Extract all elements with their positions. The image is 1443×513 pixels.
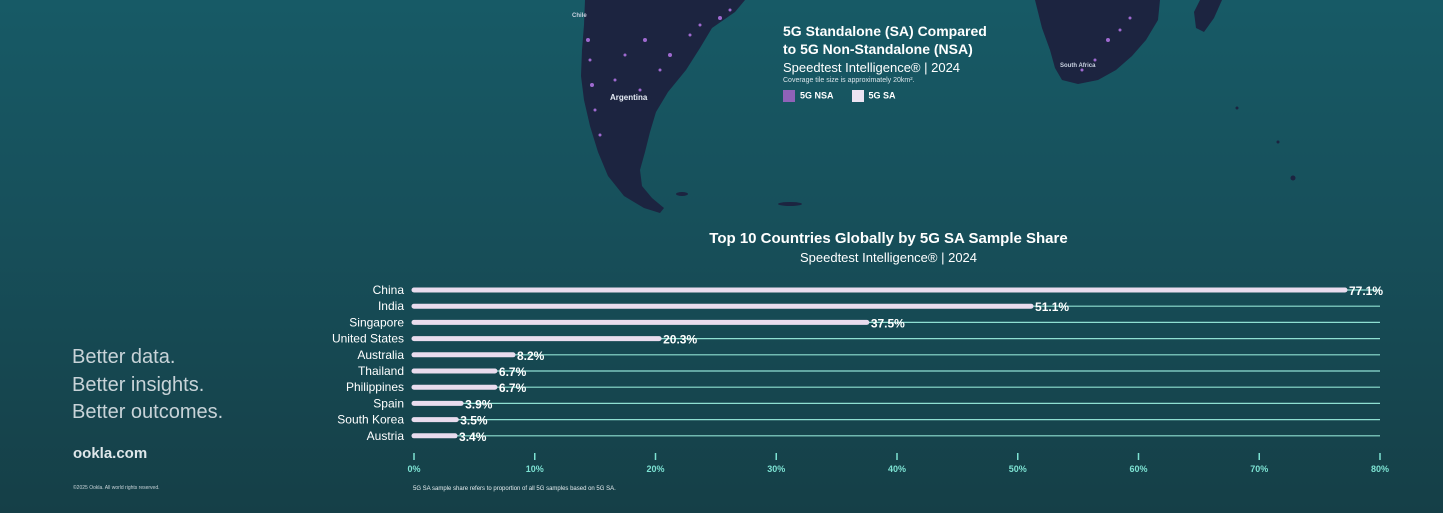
x-tick-label: 70% [1250,464,1268,474]
legend-item-sa: 5G SA [851,90,896,102]
falkland-islands [676,192,688,196]
tagline-line-3: Better outcomes. [72,401,224,423]
madagascar-landmass [1194,0,1222,32]
value-label: 8.2% [517,349,545,363]
tagline-line-1: Better data. [72,346,176,368]
value-label: 6.7% [499,365,527,379]
copyright: ©2025 Ookla. All world rights reserved. [73,485,160,491]
legend-swatch-nsa [783,90,795,102]
value-label: 20.3% [663,333,697,347]
chart-footnote: 5G SA sample share refers to proportion … [413,486,616,492]
category-label: Spain [373,396,404,410]
x-tick-label: 10% [526,464,544,474]
chart-subtitle: Speedtest Intelligence® | 2024 [799,250,978,265]
southern-africa-landmass [1035,0,1160,84]
x-tick-label: 80% [1371,464,1389,474]
sa-coverage-dots [1080,16,1132,72]
tagline-line-2: Better insights. [72,373,205,396]
x-tick-label: 50% [1009,464,1027,474]
value-label: 77.1% [1349,284,1383,298]
bar-chart: China 77.1% India 51.1% Singapore 37.5% United… [332,283,1389,474]
category-label: India [378,299,404,313]
legend-item-nsa: 5G NSA [783,90,834,102]
x-tick-label: 40% [888,464,906,474]
value-label: 3.9% [465,397,493,411]
category-label: Philippines [346,380,404,394]
map-legend: 5G Standalone (SA) Compared to 5G Non-St… [783,22,1083,102]
category-label: United States [332,332,404,346]
map-label-argentina: Argentina [610,93,648,102]
category-label: Thailand [358,364,404,378]
x-tick-label: 20% [646,464,664,474]
value-label: 6.7% [499,381,527,395]
legend-swatch-sa [851,90,864,102]
x-tick-label: 60% [1129,464,1147,474]
map-subtitle: Speedtest Intelligence® | 2024 [783,60,961,75]
nsa-coverage-dots [586,8,732,137]
category-label: Austria [367,429,405,443]
chart-title: Top 10 Countries Globally by 5G SA Sampl… [709,230,1068,247]
south-america-landmass [581,0,745,213]
tagline: Better data. Better insights. Better out… [72,344,223,427]
map-note: Coverage tile size is approximately 20km… [783,77,915,84]
island [1235,106,1239,110]
value-label: 37.5% [871,316,905,330]
category-label: Singapore [349,315,404,329]
value-label: 3.4% [459,430,487,444]
legend-label-nsa: 5G NSA [800,90,834,101]
x-tick-label: 0% [407,464,420,474]
category-label: South Korea [337,413,404,427]
site-link[interactable]: ookla.com [73,445,148,462]
coverage-map [581,0,1296,213]
value-label: 51.1% [1035,300,1069,314]
map-label-chile: Chile [572,13,587,19]
map-title: 5G Standalone (SA) Compared to 5G Non-St… [783,23,987,57]
x-tick-label: 30% [767,464,785,474]
value-label: 3.5% [460,414,488,428]
legend-label-sa: 5G SA [868,90,896,101]
category-label: Australia [357,348,404,362]
map-label-south-africa: South Africa [1060,63,1096,69]
category-label: China [373,283,405,297]
island [1276,140,1280,144]
south-georgia [778,202,802,206]
island [1290,175,1296,181]
